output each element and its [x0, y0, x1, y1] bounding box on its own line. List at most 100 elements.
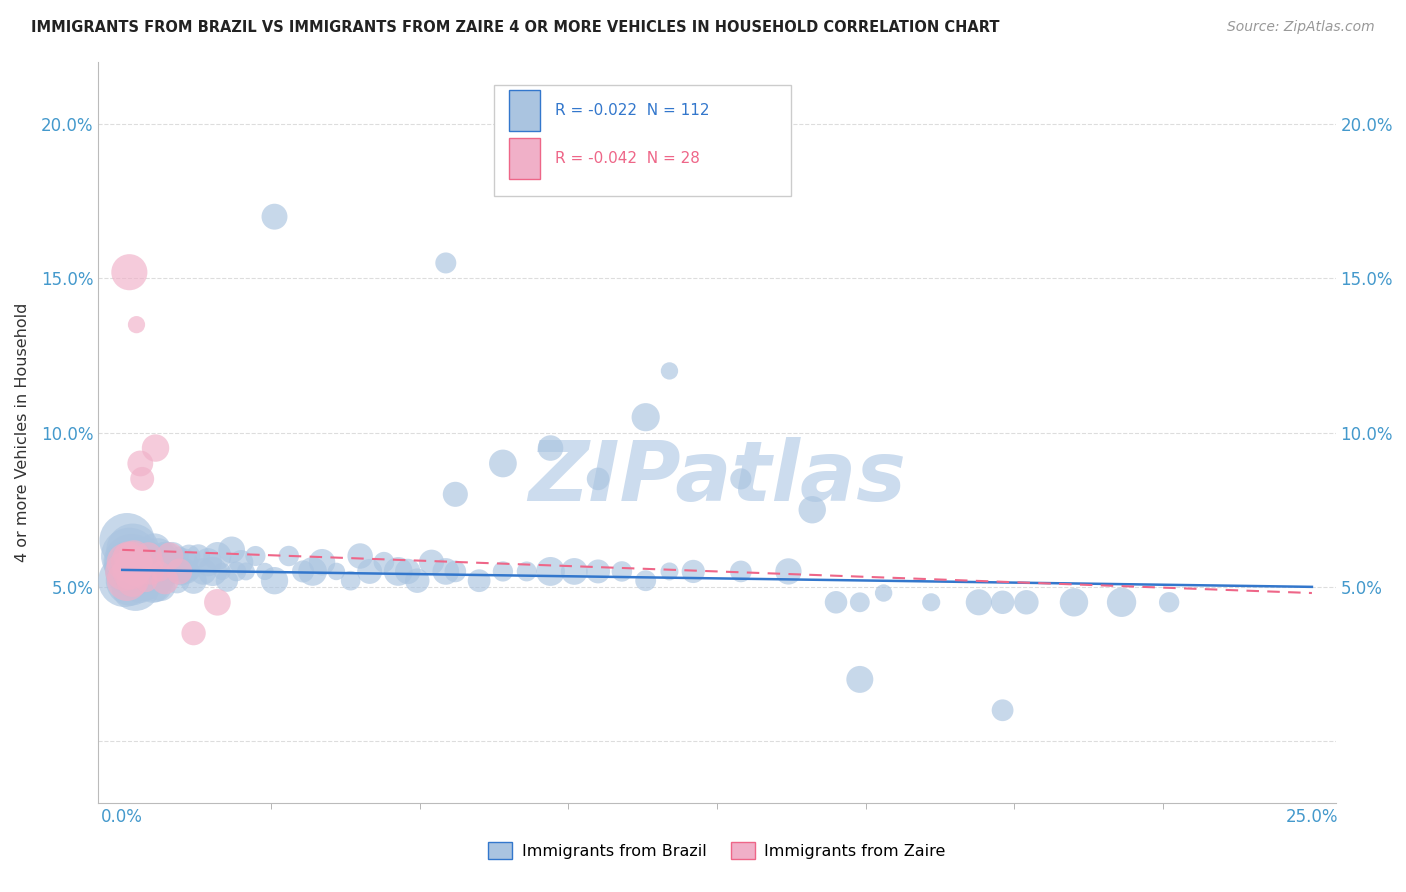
Point — [468, 574, 491, 588]
Y-axis label: 4 or more Vehicles in Household: 4 or more Vehicles in Household — [15, 303, 30, 562]
Point — [125, 318, 148, 332]
Point — [516, 565, 538, 579]
Point — [129, 565, 152, 579]
Point — [124, 580, 146, 594]
Point — [730, 565, 752, 579]
Point — [180, 565, 202, 579]
Point — [122, 549, 145, 563]
Point — [159, 549, 181, 563]
Point — [634, 574, 657, 588]
Point — [163, 565, 186, 579]
Point — [420, 555, 443, 569]
Point — [131, 472, 153, 486]
Point — [150, 580, 173, 594]
Point — [122, 565, 145, 579]
Point — [125, 549, 148, 563]
Point — [349, 549, 371, 563]
Point — [434, 256, 457, 270]
Point — [301, 565, 323, 579]
Point — [136, 565, 159, 579]
Point — [682, 565, 704, 579]
Point — [211, 565, 233, 579]
FancyBboxPatch shape — [509, 90, 540, 131]
Legend: Immigrants from Brazil, Immigrants from Zaire: Immigrants from Brazil, Immigrants from … — [482, 836, 952, 865]
FancyBboxPatch shape — [495, 85, 792, 195]
Point — [406, 574, 429, 588]
Point — [148, 565, 170, 579]
Point — [138, 574, 160, 588]
Point — [187, 549, 209, 563]
Point — [1159, 595, 1181, 609]
Point — [114, 565, 136, 579]
Point — [235, 565, 257, 579]
Point — [849, 673, 872, 687]
Point — [991, 595, 1014, 609]
Point — [117, 565, 139, 579]
Point — [396, 565, 419, 579]
Text: IMMIGRANTS FROM BRAZIL VS IMMIGRANTS FROM ZAIRE 4 OR MORE VEHICLES IN HOUSEHOLD : IMMIGRANTS FROM BRAZIL VS IMMIGRANTS FRO… — [31, 20, 1000, 35]
Point — [128, 555, 150, 569]
Point — [207, 595, 229, 609]
Point — [139, 565, 162, 579]
Text: R = -0.022  N = 112: R = -0.022 N = 112 — [555, 103, 710, 118]
Point — [127, 555, 149, 569]
Point — [118, 549, 141, 563]
Point — [176, 565, 198, 579]
Point — [177, 549, 200, 563]
Point — [135, 549, 157, 563]
Point — [145, 565, 167, 579]
Point — [131, 565, 153, 579]
Text: R = -0.042  N = 28: R = -0.042 N = 28 — [555, 151, 700, 166]
Point — [610, 565, 633, 579]
Point — [778, 565, 800, 579]
Point — [157, 555, 180, 569]
Point — [197, 555, 219, 569]
Point — [124, 565, 146, 579]
Point — [115, 555, 138, 569]
Point — [159, 565, 181, 579]
Point — [586, 565, 609, 579]
Point — [730, 472, 752, 486]
Point — [373, 555, 395, 569]
Point — [325, 565, 347, 579]
Point — [444, 565, 467, 579]
Point — [263, 574, 285, 588]
Point — [117, 549, 139, 563]
Point — [169, 549, 191, 563]
Point — [121, 555, 143, 569]
Text: ZIPatlas: ZIPatlas — [529, 436, 905, 517]
Point — [141, 555, 163, 569]
Point — [849, 595, 872, 609]
Point — [145, 580, 167, 594]
Point — [339, 574, 361, 588]
Point — [920, 595, 942, 609]
Point — [156, 565, 179, 579]
Point — [142, 580, 165, 594]
Point — [127, 565, 149, 579]
Point — [160, 549, 183, 563]
Point — [166, 574, 188, 588]
Point — [492, 565, 515, 579]
Point — [1063, 595, 1085, 609]
Point — [207, 549, 229, 563]
Point — [153, 565, 176, 579]
Point — [444, 487, 467, 501]
Text: Source: ZipAtlas.com: Source: ZipAtlas.com — [1227, 20, 1375, 34]
Point — [152, 549, 174, 563]
Point — [292, 565, 315, 579]
Point — [129, 580, 152, 594]
Point — [142, 555, 165, 569]
Point — [1015, 595, 1038, 609]
Point — [139, 549, 162, 563]
Point — [120, 574, 142, 588]
Point — [540, 565, 562, 579]
Point — [173, 555, 195, 569]
Point — [153, 574, 176, 588]
Point — [586, 472, 609, 486]
Point — [263, 210, 285, 224]
Point — [120, 565, 142, 579]
Point — [146, 549, 169, 563]
Point — [170, 565, 193, 579]
Point — [118, 265, 141, 279]
Point — [121, 542, 143, 557]
